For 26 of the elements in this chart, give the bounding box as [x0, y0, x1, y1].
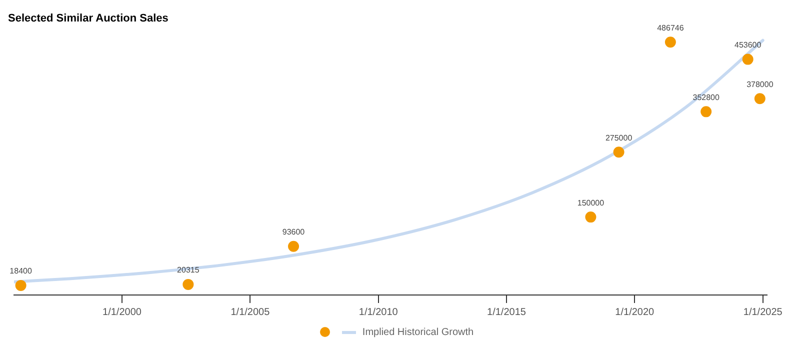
- chart-title: Selected Similar Auction Sales: [8, 12, 168, 25]
- x-tick-label: 1/1/2005: [230, 306, 270, 318]
- data-label: 275000: [605, 133, 633, 142]
- point: [182, 278, 194, 290]
- data-label: 150000: [577, 198, 605, 208]
- point: [288, 240, 300, 252]
- point: [700, 106, 712, 118]
- point: [613, 146, 624, 158]
- data-label: 20315: [177, 266, 200, 275]
- x-tick-label: 1/1/2015: [487, 306, 526, 318]
- point: [585, 212, 596, 223]
- legend-label: Implied Historical Growth: [362, 326, 474, 338]
- x-tick-label: 1/1/2020: [615, 306, 655, 318]
- point: [664, 36, 676, 48]
- data-label: 352800: [692, 92, 720, 102]
- point: [15, 280, 26, 291]
- data-label: 93600: [282, 228, 306, 237]
- point: [742, 54, 754, 65]
- data-label: 18400: [10, 266, 32, 276]
- point: [754, 93, 766, 104]
- x-tick-label: 1/1/2000: [102, 306, 142, 318]
- data-label: 486746: [657, 23, 684, 32]
- data-label: 378000: [746, 80, 774, 89]
- data-label: 453600: [734, 40, 762, 50]
- x-tick-label: 1/1/2025: [743, 306, 783, 318]
- x-tick-label: 1/1/2010: [358, 306, 398, 318]
